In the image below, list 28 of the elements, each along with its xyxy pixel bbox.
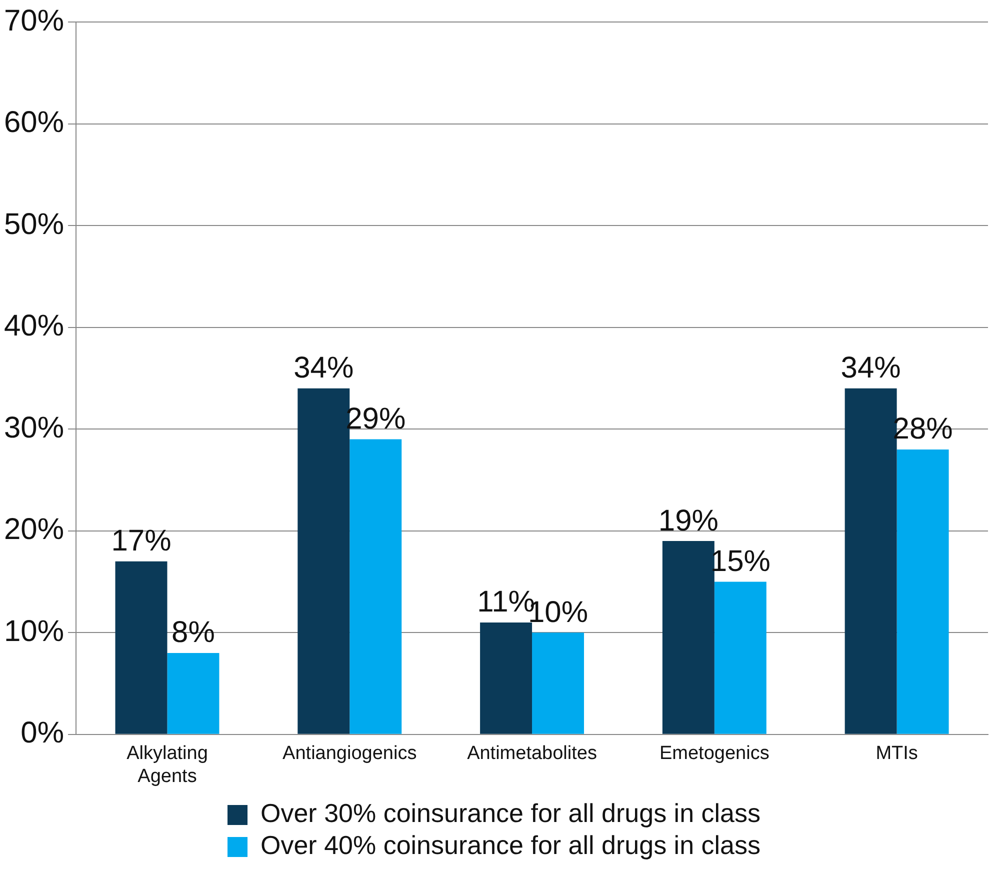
y-tick-label: 10% bbox=[4, 614, 64, 648]
legend-label: Over 40% coinsurance for all drugs in class bbox=[260, 830, 761, 860]
data-label: 34% bbox=[294, 352, 354, 385]
x-tick-label: Antimetabolites bbox=[467, 743, 597, 764]
bar bbox=[714, 582, 766, 734]
x-tick-label: Alkylating Agents bbox=[126, 743, 208, 787]
y-tick-label: 20% bbox=[4, 513, 64, 546]
legend-label: Over 30% coinsurance for all drugs in class bbox=[260, 798, 761, 828]
bar bbox=[115, 561, 168, 734]
y-tick-label: 50% bbox=[4, 208, 64, 241]
data-label: 19% bbox=[658, 504, 718, 538]
bar bbox=[662, 541, 714, 734]
data-label: 8% bbox=[172, 616, 215, 650]
bar bbox=[896, 449, 949, 734]
x-tick-label: Emetogenics bbox=[659, 743, 770, 764]
bar bbox=[532, 632, 584, 734]
data-label: 34% bbox=[840, 352, 901, 385]
y-tick-label: 60% bbox=[4, 106, 64, 140]
y-tick-label: 30% bbox=[4, 411, 64, 444]
data-label: 17% bbox=[111, 524, 172, 558]
bar bbox=[350, 439, 402, 734]
x-tick-label: Antiangiogenics bbox=[282, 743, 417, 764]
y-tick-label: 40% bbox=[4, 310, 64, 343]
bar bbox=[167, 652, 220, 734]
bar bbox=[480, 622, 532, 734]
y-tick-label: 70% bbox=[4, 4, 64, 38]
x-tick-label: MTIs bbox=[876, 743, 918, 764]
y-tick-label: 0% bbox=[20, 716, 64, 750]
